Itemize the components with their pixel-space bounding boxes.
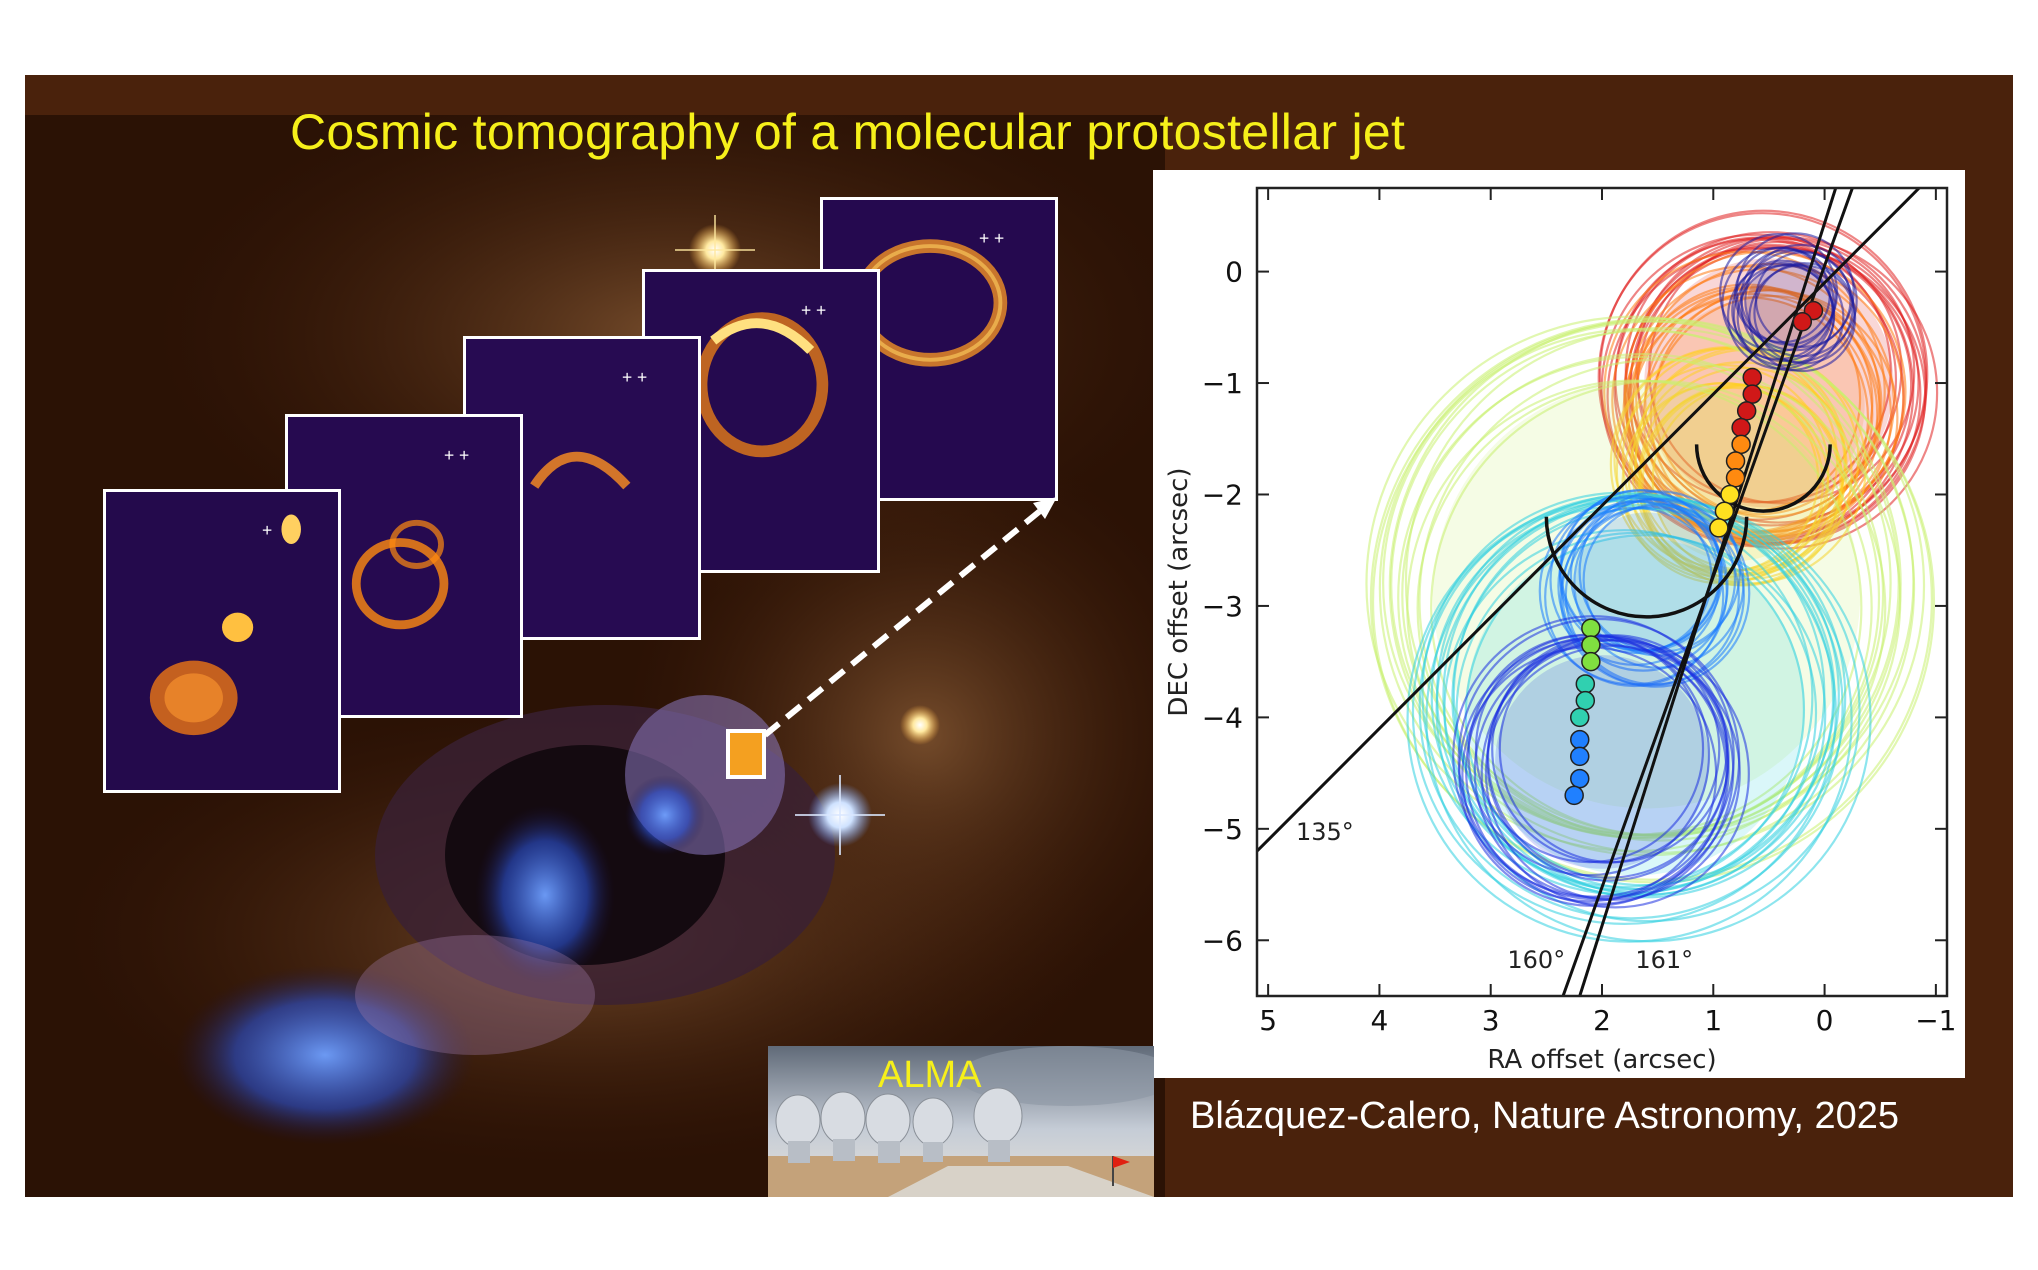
alma-label: ALMA [878,1054,982,1096]
point-2-1 [1714,501,1735,521]
pa-annotation-0: 135° [1296,818,1354,846]
ring-5-13 [1544,506,1725,688]
x-tick-label-2: 3 [1482,1004,1500,1037]
ring-1-10 [1653,288,1883,519]
slide-frame: Cosmic tomography of a molecular protost… [25,75,2013,1197]
ring-3-6 [1397,355,1881,839]
ring-6-13 [1465,635,1735,905]
pa-annotation-2: 161° [1635,946,1693,974]
slide-title: Cosmic tomography of a molecular protost… [290,104,1406,160]
ring-7-12 [1726,262,1835,370]
y-axis-title: DEC offset (arcsec) [1164,467,1194,716]
ring-7-13 [1744,243,1858,358]
ring-6-11 [1486,639,1729,882]
ring-7-10 [1754,251,1852,348]
point-1-0 [1731,434,1751,455]
y-tick-label-2: −2 [1202,478,1243,511]
x-tick-label-3: 2 [1593,1004,1611,1037]
pa-annotation-1: 160° [1507,946,1565,974]
point-3-2 [1581,651,1601,672]
point-3-0 [1581,618,1601,638]
point-0-1 [1792,311,1813,332]
svg-text:+ +: + + [979,228,1004,248]
point-4-0 [1575,674,1596,694]
x-tick-label-1: 4 [1371,1004,1389,1037]
pa-line-0 [1257,188,1921,853]
x-tick-label-6: −1 [1915,1004,1956,1037]
svg-text:+ +: + + [444,445,469,465]
dashed-arrow [726,497,1057,779]
ring-4-13 [1411,499,1837,925]
citation: Blázquez-Calero, Nature Astronomy, 2025 [1190,1095,1899,1137]
channel-map-1: + [103,489,341,793]
bow-arc-0 [1694,444,1832,513]
x-tick-label-5: 0 [1816,1004,1834,1037]
point-0-5 [1731,417,1751,438]
y-tick-label-6: −6 [1202,924,1243,957]
ring-5-12 [1557,500,1729,672]
ring-1-11 [1626,296,1870,539]
point-1-2 [1725,468,1746,488]
ring-fill-6 [1495,655,1709,869]
point-5-0 [1569,729,1590,750]
svg-text:+ +: + + [801,300,826,320]
ring-6-9 [1452,615,1735,898]
point-4-1 [1575,690,1596,711]
y-tick-label-0: 0 [1225,256,1243,289]
point-2-0 [1720,484,1740,505]
ring-fill-7 [1746,260,1836,350]
jet-position-plot: 5 4 3 2 1 0 −1 0 −1 −2 −3 −4 −5 −6 135° 160° 161° RA o… [1153,170,1965,1078]
point-0-3 [1742,384,1762,404]
point-0-4 [1736,401,1757,421]
ring-fill-3 [1432,381,1861,809]
svg-text:+ +: + + [622,367,647,387]
svg-text:+: + [262,520,272,540]
alma-antennas-photo: ALMA [768,1046,1154,1197]
y-tick-label-3: −3 [1202,590,1243,623]
y-tick-label-1: −1 [1202,367,1243,400]
bow-arc-1 [1544,516,1749,619]
point-0-2 [1742,367,1762,388]
x-axis-title: RA offset (arcsec) [1487,1045,1716,1075]
source-box [726,729,766,779]
point-5-1 [1569,746,1590,767]
x-tick-label-4: 1 [1704,1004,1722,1037]
point-3-1 [1581,635,1601,655]
point-1-1 [1725,451,1746,471]
point-2-2 [1709,518,1729,538]
y-tick-label-5: −5 [1202,813,1243,846]
point-4-2 [1569,707,1590,728]
point-5-3 [1564,785,1584,806]
y-tick-label-4: −4 [1202,701,1243,734]
x-tick-label-0: 5 [1259,1004,1277,1037]
point-5-2 [1569,768,1590,789]
